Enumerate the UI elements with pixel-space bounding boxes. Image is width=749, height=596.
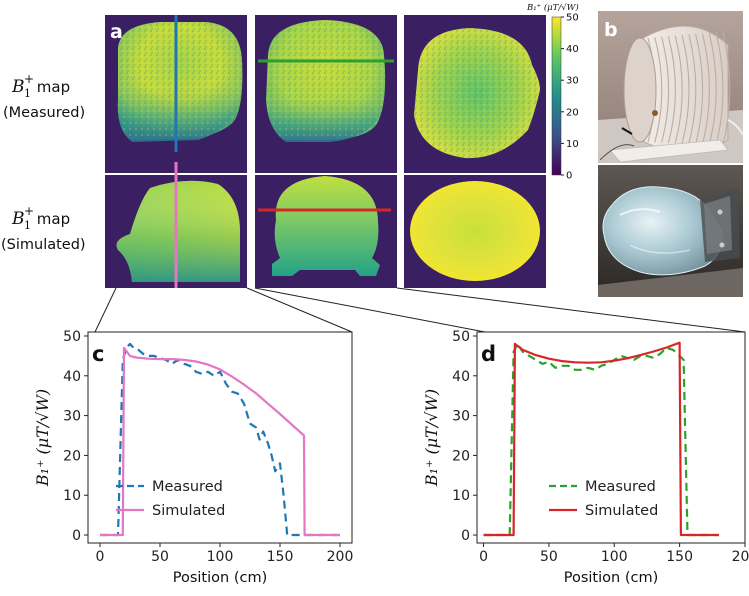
coil-ring: [681, 34, 690, 144]
colorbar-ticks: 50 40 30 20 10 0: [561, 13, 579, 182]
coil-rings: [647, 31, 731, 146]
plot-area: [476, 331, 746, 544]
coil-ring: [667, 36, 676, 144]
series-line-measured: [100, 342, 340, 537]
y-tick-label: 30: [452, 409, 470, 425]
panel-a-maps: a: [105, 15, 546, 288]
y-tick-label: 40: [63, 369, 81, 385]
x-tick-label: 100: [601, 549, 628, 565]
y-tick-label: 0: [72, 528, 81, 544]
coil-ring: [661, 36, 670, 143]
photo-phantom: [598, 165, 743, 297]
y-axis-label: B₁⁺ (μT/√W): [422, 389, 441, 487]
coil-ring: [654, 37, 663, 143]
y-tick-label: 0: [461, 528, 470, 544]
series-line-measured: [483, 342, 719, 537]
zoom-connectors: [94, 287, 746, 333]
panel-label-c: c: [92, 342, 104, 366]
colorbar-title: B₁⁺ (μT/√W): [526, 2, 579, 13]
coil-ring: [708, 32, 717, 145]
row-label-simulated-sym: B: [11, 209, 25, 229]
row-label-simulated: B 1 + map (Simulated): [1, 204, 86, 253]
panel-label-d: d: [481, 342, 496, 366]
legend-label-simulated: Simulated: [585, 503, 658, 519]
colorbar-tick-label: 0: [566, 171, 572, 182]
y-tick-label: 50: [63, 329, 81, 345]
coil-ring: [722, 31, 731, 146]
row-label-simulated-sub: 1: [24, 219, 31, 232]
row-label-measured-word: map: [32, 78, 70, 96]
row-label-simulated-sup: +: [24, 204, 34, 218]
series-line-simulated: [100, 346, 340, 537]
coil-ring: [701, 33, 710, 145]
plot-area: [87, 331, 353, 544]
photo-coil: [598, 11, 744, 163]
panel-b-photos: b: [598, 11, 744, 297]
y-axis-label: B₁⁺ (μT/√W): [33, 389, 52, 487]
row-label-measured-sym: B: [11, 77, 25, 97]
row-label-simulated-kind: (Simulated): [1, 237, 86, 253]
x-axis-label: Position (cm): [173, 570, 267, 586]
coil-ring: [695, 33, 704, 145]
map-sim-sagittal: [116, 180, 240, 282]
x-tick-label: 150: [267, 549, 294, 565]
row-label-simulated-word: map: [32, 210, 70, 228]
colorbar-tick-label: 30: [566, 76, 579, 87]
row-label-measured-kind: (Measured): [3, 105, 85, 121]
x-tick-label: 0: [479, 549, 488, 565]
panel-label-b: b: [604, 19, 618, 41]
row-label-measured-sup: +: [24, 72, 34, 86]
map-meas-sagittal: [117, 22, 243, 142]
map-sim-coronal: [272, 176, 380, 276]
map-sim-axial: [410, 181, 540, 281]
chart-d: 0 50 100 150 200 0 10 20 30 40 50 Position (cm) B₁⁺ …: [422, 329, 749, 586]
colorbar-tick-label: 50: [566, 13, 579, 24]
x-tick-label: 0: [96, 549, 105, 565]
colorbar-tick-label: 20: [566, 107, 579, 118]
coil-ring: [688, 34, 697, 144]
y-tick-label: 20: [63, 448, 81, 464]
x-tick-label: 200: [732, 549, 749, 565]
panel-label-a: a: [110, 21, 123, 43]
colorbar-gradient: [551, 16, 562, 176]
x-tick-label: 150: [666, 549, 693, 565]
colorbar: B₁⁺ (μT/√W) 50 40 30 20 10 0: [526, 2, 579, 182]
x-tick-label: 100: [207, 549, 234, 565]
coil-ring: [674, 35, 683, 144]
map-meas-coronal: [266, 20, 386, 142]
colorbar-tick-label: 10: [566, 139, 579, 150]
colorbar-tick-label: 40: [566, 44, 579, 55]
y-tick-label: 10: [452, 488, 470, 504]
y-tick-label: 20: [452, 448, 470, 464]
coil-ring: [715, 31, 724, 146]
legend-label-simulated: Simulated: [152, 503, 225, 519]
y-tick-label: 30: [63, 409, 81, 425]
row-label-measured-sub: 1: [24, 87, 31, 100]
y-tick-label: 10: [63, 488, 81, 504]
x-axis-label: Position (cm): [564, 570, 658, 586]
legend-label-measured: Measured: [585, 479, 656, 495]
y-tick-label: 40: [452, 369, 470, 385]
x-tick-label: 200: [327, 549, 354, 565]
row-label-measured: B 1 + map (Measured): [3, 72, 85, 121]
y-tick-label: 50: [452, 329, 470, 345]
legend-label-measured: Measured: [152, 479, 223, 495]
series-line-simulated: [483, 341, 719, 537]
x-tick-label: 50: [151, 549, 169, 565]
svg-text:B: B: [11, 77, 25, 97]
map-meas-axial: [414, 28, 540, 159]
svg-text:B: B: [11, 209, 25, 229]
x-tick-label: 50: [540, 549, 558, 565]
